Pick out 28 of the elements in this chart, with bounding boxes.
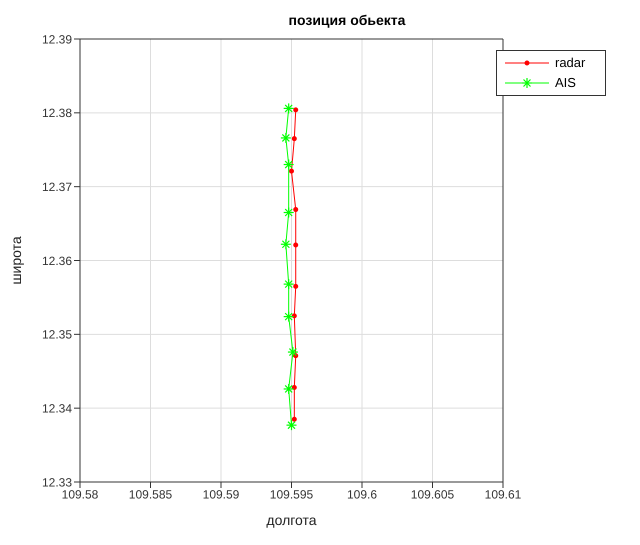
point	[293, 242, 298, 248]
y-tick-label: 12.37	[42, 180, 72, 194]
point	[292, 384, 297, 390]
point	[293, 284, 298, 289]
y-tick-label: 12.39	[42, 32, 72, 46]
x-axis-title: долгота	[266, 512, 317, 528]
x-tick-label: 109.59	[202, 488, 240, 502]
legend-label: radar	[555, 54, 586, 72]
point	[292, 416, 297, 422]
x-tick-label: 109.585	[128, 488, 173, 502]
chart-title: позиция обьекта	[288, 12, 406, 28]
x-tick-label: 109.61	[484, 488, 522, 502]
point	[293, 207, 298, 212]
point	[292, 313, 297, 318]
point	[289, 168, 294, 174]
y-axis-title: широта	[8, 236, 24, 285]
legend-label: AIS	[555, 74, 576, 92]
y-tick-label: 12.35	[42, 328, 72, 342]
x-tick-label: 109.605	[410, 488, 455, 502]
x-tick-label: 109.58	[62, 488, 99, 502]
y-tick-label: 12.38	[42, 106, 72, 120]
y-tick-label: 12.34	[42, 401, 72, 416]
point	[292, 136, 297, 142]
y-tick-label: 12.36	[42, 254, 72, 268]
x-tick-label: 109.6	[346, 488, 378, 502]
x-tick-label: 109.595	[270, 488, 314, 502]
y-tick-label: 12.33	[42, 475, 72, 490]
point	[293, 107, 298, 112]
